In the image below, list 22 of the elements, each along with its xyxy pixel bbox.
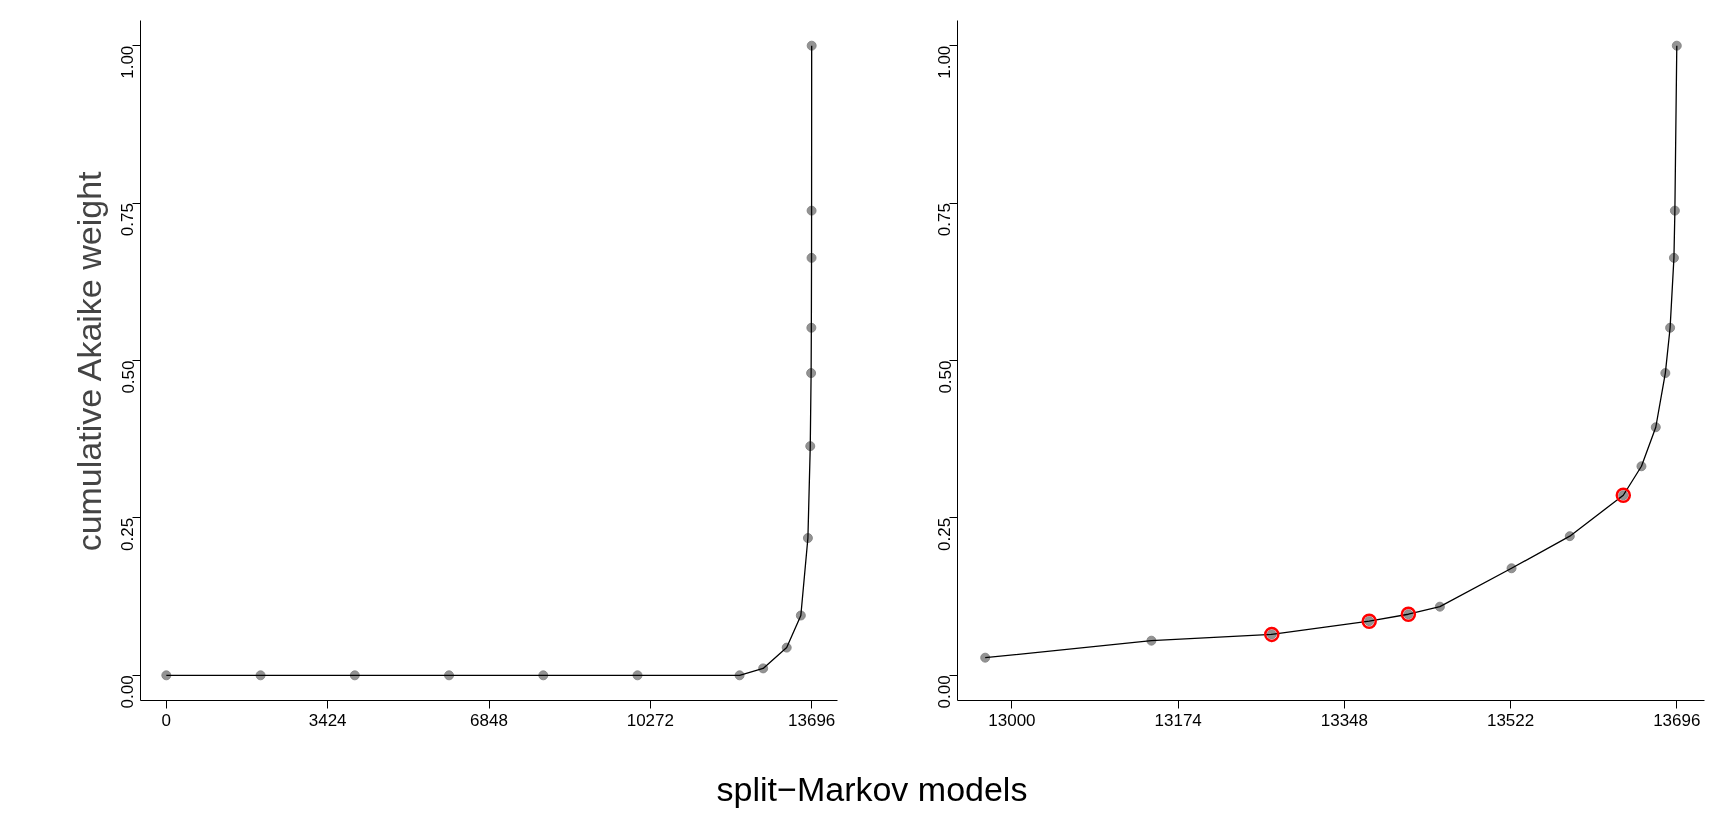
x-tick-label: 13174 [1154, 710, 1202, 730]
x-axis-title: split−Markov models [716, 769, 1028, 810]
x-tick-label: 10272 [626, 710, 674, 730]
x-tick-label: 3424 [308, 710, 347, 730]
y-tick-label: 0.50 [118, 360, 138, 394]
x-tick-label: 6848 [470, 710, 508, 730]
y-tick-label: 0.75 [118, 203, 138, 237]
y-tick-label: 0.00 [118, 675, 138, 709]
x-tick-label: 0 [161, 710, 172, 730]
y-tick-label: 0.50 [935, 360, 955, 394]
x-tick-label: 13522 [1486, 710, 1535, 730]
y-tick-label: 0.75 [935, 203, 955, 237]
x-tick-label: 13000 [988, 710, 1036, 730]
y-tick-label: 0.25 [935, 517, 955, 551]
y-tick-label: 1.00 [935, 45, 955, 79]
x-tick-label: 13348 [1320, 710, 1369, 730]
x-tick-label: 13696 [788, 710, 836, 730]
y-tick-label: 1.00 [118, 45, 138, 79]
y-axis-title: cumulative Akaike weight [69, 170, 108, 552]
y-tick-label: 0.00 [935, 675, 955, 709]
x-tick-label: 13696 [1653, 710, 1701, 730]
y-tick-label: 0.25 [118, 517, 138, 551]
